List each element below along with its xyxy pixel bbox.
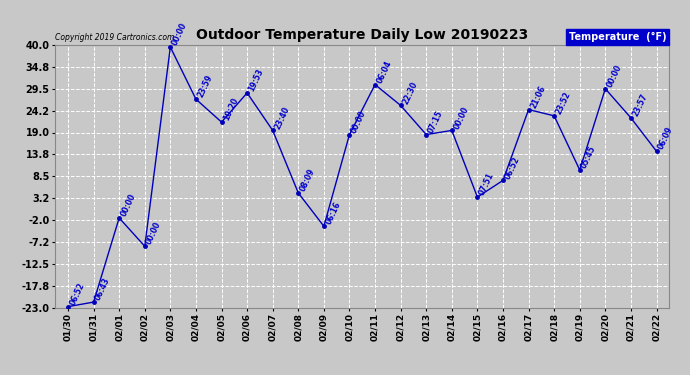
Text: 21:06: 21:06 <box>529 84 547 110</box>
Text: 00:00: 00:00 <box>145 220 163 246</box>
Text: 23:59: 23:59 <box>196 74 214 99</box>
Text: 05:45: 05:45 <box>580 144 598 170</box>
Text: 06:09: 06:09 <box>656 126 675 151</box>
Text: 06:04: 06:04 <box>375 59 393 85</box>
Text: 07:51: 07:51 <box>477 171 495 197</box>
Text: 06:52: 06:52 <box>68 281 86 307</box>
Title: Outdoor Temperature Daily Low 20190223: Outdoor Temperature Daily Low 20190223 <box>196 28 529 42</box>
Text: 00:00: 00:00 <box>349 109 368 135</box>
Text: Copyright 2019 Cartronics.com: Copyright 2019 Cartronics.com <box>55 33 175 42</box>
Text: 00:00: 00:00 <box>605 63 624 89</box>
Text: 23:52: 23:52 <box>554 90 573 116</box>
Text: 06:52: 06:52 <box>503 155 521 180</box>
Text: 23:40: 23:40 <box>273 105 291 130</box>
Text: 10:20: 10:20 <box>221 96 240 122</box>
Text: Temperature  (°F): Temperature (°F) <box>569 32 667 42</box>
Text: 22:30: 22:30 <box>401 80 419 105</box>
Text: 00:00: 00:00 <box>452 105 470 130</box>
Text: 06:16: 06:16 <box>324 201 342 226</box>
Text: 00:00: 00:00 <box>170 21 188 47</box>
Text: 08:09: 08:09 <box>298 167 317 193</box>
Text: 07:15: 07:15 <box>426 109 444 135</box>
Text: 06:43: 06:43 <box>94 276 112 302</box>
Text: 23:57: 23:57 <box>631 92 649 118</box>
Text: 00:00: 00:00 <box>119 192 137 218</box>
Text: 19:53: 19:53 <box>247 68 266 93</box>
